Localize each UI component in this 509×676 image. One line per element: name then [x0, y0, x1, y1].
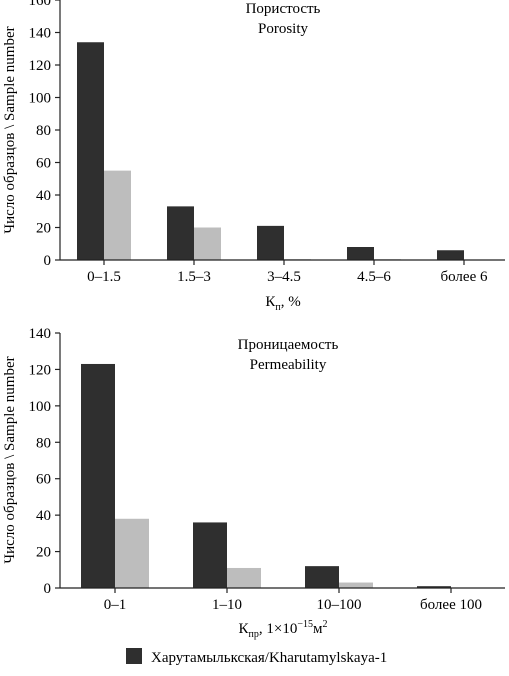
permeability-bar-series1 [305, 566, 339, 588]
permeability-bar-series1 [417, 586, 451, 588]
permeability-x-tick-label: 0–1 [104, 597, 127, 613]
porosity-x-tick-label: 1.5–3 [177, 269, 211, 285]
permeability-x-tick-label: 10–100 [317, 597, 362, 613]
permeability-y-tick-label: 140 [29, 326, 52, 342]
porosity-y-tick-label: 20 [36, 221, 51, 237]
porosity-bar-series1 [257, 225, 284, 260]
porosity-x-tick-label: 0–1.5 [87, 269, 121, 285]
permeability-title-ru: Проницаемость [238, 337, 339, 353]
porosity-y-tick-label: 0 [44, 253, 52, 269]
porosity-y-tick-label: 120 [29, 58, 52, 74]
permeability-y-tick-label: 80 [36, 435, 51, 451]
porosity-title-ru: Пористость [246, 1, 321, 17]
permeability-y-tick-label: 120 [29, 362, 52, 378]
permeability-y-tick-label: 100 [29, 399, 52, 415]
legend-swatch [126, 648, 142, 664]
porosity-bar-series2 [104, 170, 131, 260]
legend-label: Харутамылькская/Kharutamylskaya-1 [151, 650, 387, 666]
permeability-y-tick-label: 20 [36, 545, 51, 561]
permeability-bar-series2 [115, 518, 149, 588]
porosity-x-tick-label: более 6 [441, 269, 488, 285]
porosity-y-tick-label: 60 [36, 156, 51, 172]
porosity-y-tick-label: 140 [29, 26, 52, 42]
porosity-bar-series1 [437, 250, 464, 260]
porosity-y-tick-label: 80 [36, 123, 51, 139]
permeability-y-tick-label: 40 [36, 508, 51, 524]
porosity-x-label: Кп, % [265, 294, 300, 313]
permeability-title-en: Permeability [250, 357, 327, 373]
porosity-bar-series1 [347, 247, 374, 260]
permeability-y-tick-label: 0 [44, 581, 52, 597]
permeability-bar-series1 [81, 363, 115, 588]
porosity-y-tick-label: 40 [36, 188, 51, 204]
permeability-x-tick-label: 1–10 [212, 597, 242, 613]
permeability-bar-series2 [339, 582, 373, 588]
permeability-bar-series1 [193, 522, 227, 588]
permeability-x-label: Кпр, 1×10−15м2 [239, 619, 328, 640]
porosity-x-tick-label: 4.5–6 [357, 269, 391, 285]
porosity-chart: Пористость Porosity 0 20 40 60 80 100 120 140 16… [2, 0, 505, 313]
porosity-bar-series1 [167, 206, 194, 260]
porosity-bar-series1 [77, 42, 104, 260]
porosity-x-tick-label: 3–4.5 [267, 269, 301, 285]
permeability-x-tick-label: более 100 [420, 597, 482, 613]
porosity-title-en: Porosity [258, 21, 309, 37]
porosity-bar-series2 [194, 227, 221, 260]
porosity-y-label: Число образцов \ Sample number [2, 26, 18, 233]
permeability-y-tick-label: 60 [36, 472, 51, 488]
permeability-bar-series2 [227, 567, 261, 588]
porosity-y-tick-label: 160 [29, 0, 52, 9]
permeability-y-label: Число образцов \ Sample number [2, 356, 18, 563]
porosity-y-tick-label: 100 [29, 91, 52, 107]
legend: Харутамылькская/Kharutamylskaya-1 [126, 648, 387, 666]
permeability-chart: Проницаемость Permeability 0 20 40 60 80 100 1… [2, 326, 505, 640]
